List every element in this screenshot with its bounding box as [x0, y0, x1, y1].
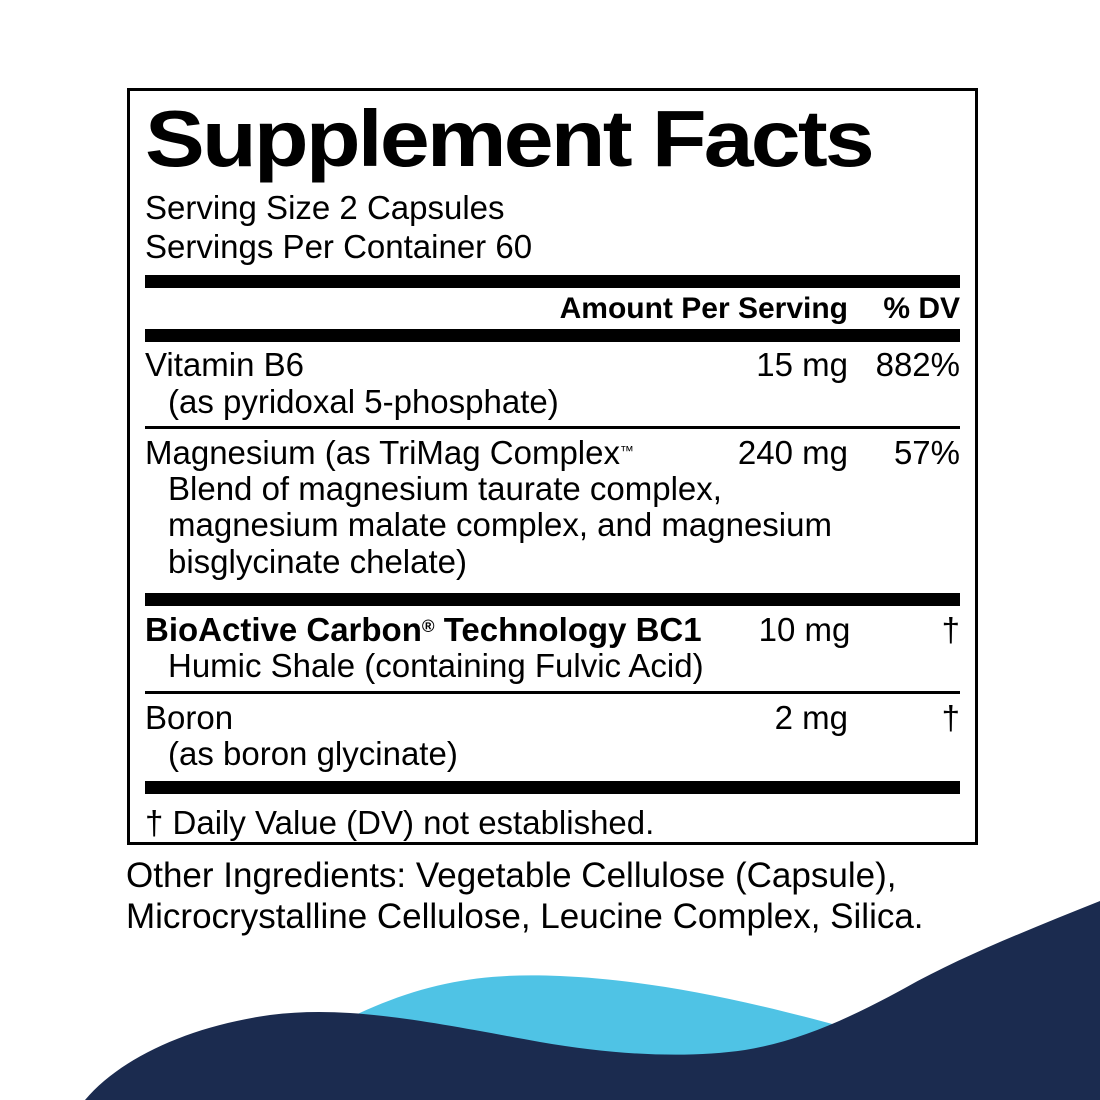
nutrient-form: (as pyridoxal 5-phosphate) [168, 382, 559, 420]
table-row-boron: Boron 2 mg † (as boron glycinate) [145, 698, 960, 773]
nutrient-name-text: Magnesium (as TriMag Complex [145, 433, 620, 471]
nutrient-blend-line: bisglycinate chelate) [168, 542, 467, 580]
nutrient-name: Magnesium (as TriMag Complex™ [145, 433, 696, 471]
registered-symbol: ® [421, 616, 435, 637]
thin-divider [145, 690, 960, 694]
nutrient-dv: 882% [875, 346, 960, 384]
serving-size: Serving Size 2 Capsules [145, 189, 505, 226]
thick-divider [145, 781, 960, 795]
nutrient-name-text: Technology BC1 [434, 611, 702, 648]
nutrient-blend-line: Blend of magnesium taurate complex, [168, 470, 722, 508]
light-blue-wave [300, 975, 895, 1100]
other-ingredients: Other Ingredients: Vegetable Cellulose (… [126, 856, 996, 937]
daily-value-footnote: † Daily Value (DV) not established. [145, 804, 655, 842]
nutrient-amount: 240 mg [737, 433, 848, 471]
nutrient-name: BioActive Carbon® Technology BC1 [145, 611, 702, 648]
nutrient-dv: 57% [893, 433, 960, 471]
nutrient-dv-dagger: † [941, 611, 960, 648]
nutrient-amount: 15 mg [756, 346, 848, 384]
table-row-magnesium: Magnesium (as TriMag Complex™ 240 mg 57%… [145, 433, 960, 580]
nutrient-amount: 10 mg [758, 611, 851, 648]
thick-divider [145, 329, 960, 343]
nutrient-form: Humic Shale (containing Fulvic Acid) [168, 647, 704, 685]
nutrient-name-text: BioActive Carbon [145, 611, 422, 648]
nutrient-amount: 2 mg [774, 698, 848, 736]
nutrient-dv-dagger: † [941, 698, 960, 736]
column-header-row: Amount Per Serving % DV [145, 288, 960, 329]
servings-per-container: Servings Per Container 60 [145, 227, 533, 265]
nutrient-form: (as boron glycinate) [168, 734, 458, 772]
supplement-facts-panel: Supplement Facts Serving Size 2 Capsules… [127, 88, 978, 845]
panel-title: Supplement Facts [145, 94, 875, 183]
nutrient-blend-line: magnesium malate complex, and magnesium [168, 506, 832, 544]
table-row-bioactive-carbon: BioActive Carbon® Technology BC1 10 mg †… [145, 611, 960, 685]
amount-per-serving-header: Amount Per Serving [559, 292, 848, 326]
thick-divider [145, 275, 960, 289]
nutrient-name: Boron [145, 698, 234, 736]
percent-dv-header: % DV [883, 292, 960, 326]
other-ingredients-line: Microcrystalline Cellulose, Leucine Comp… [126, 896, 924, 936]
table-row-vitamin-b6: Vitamin B6 15 mg 882% (as pyridoxal 5-ph… [145, 346, 960, 420]
other-ingredients-line: Other Ingredients: Vegetable Cellulose (… [126, 856, 897, 895]
thick-divider [145, 593, 960, 606]
thin-divider [145, 425, 960, 429]
nutrient-name: Vitamin B6 [145, 346, 304, 384]
trademark-symbol: ™ [620, 442, 634, 459]
